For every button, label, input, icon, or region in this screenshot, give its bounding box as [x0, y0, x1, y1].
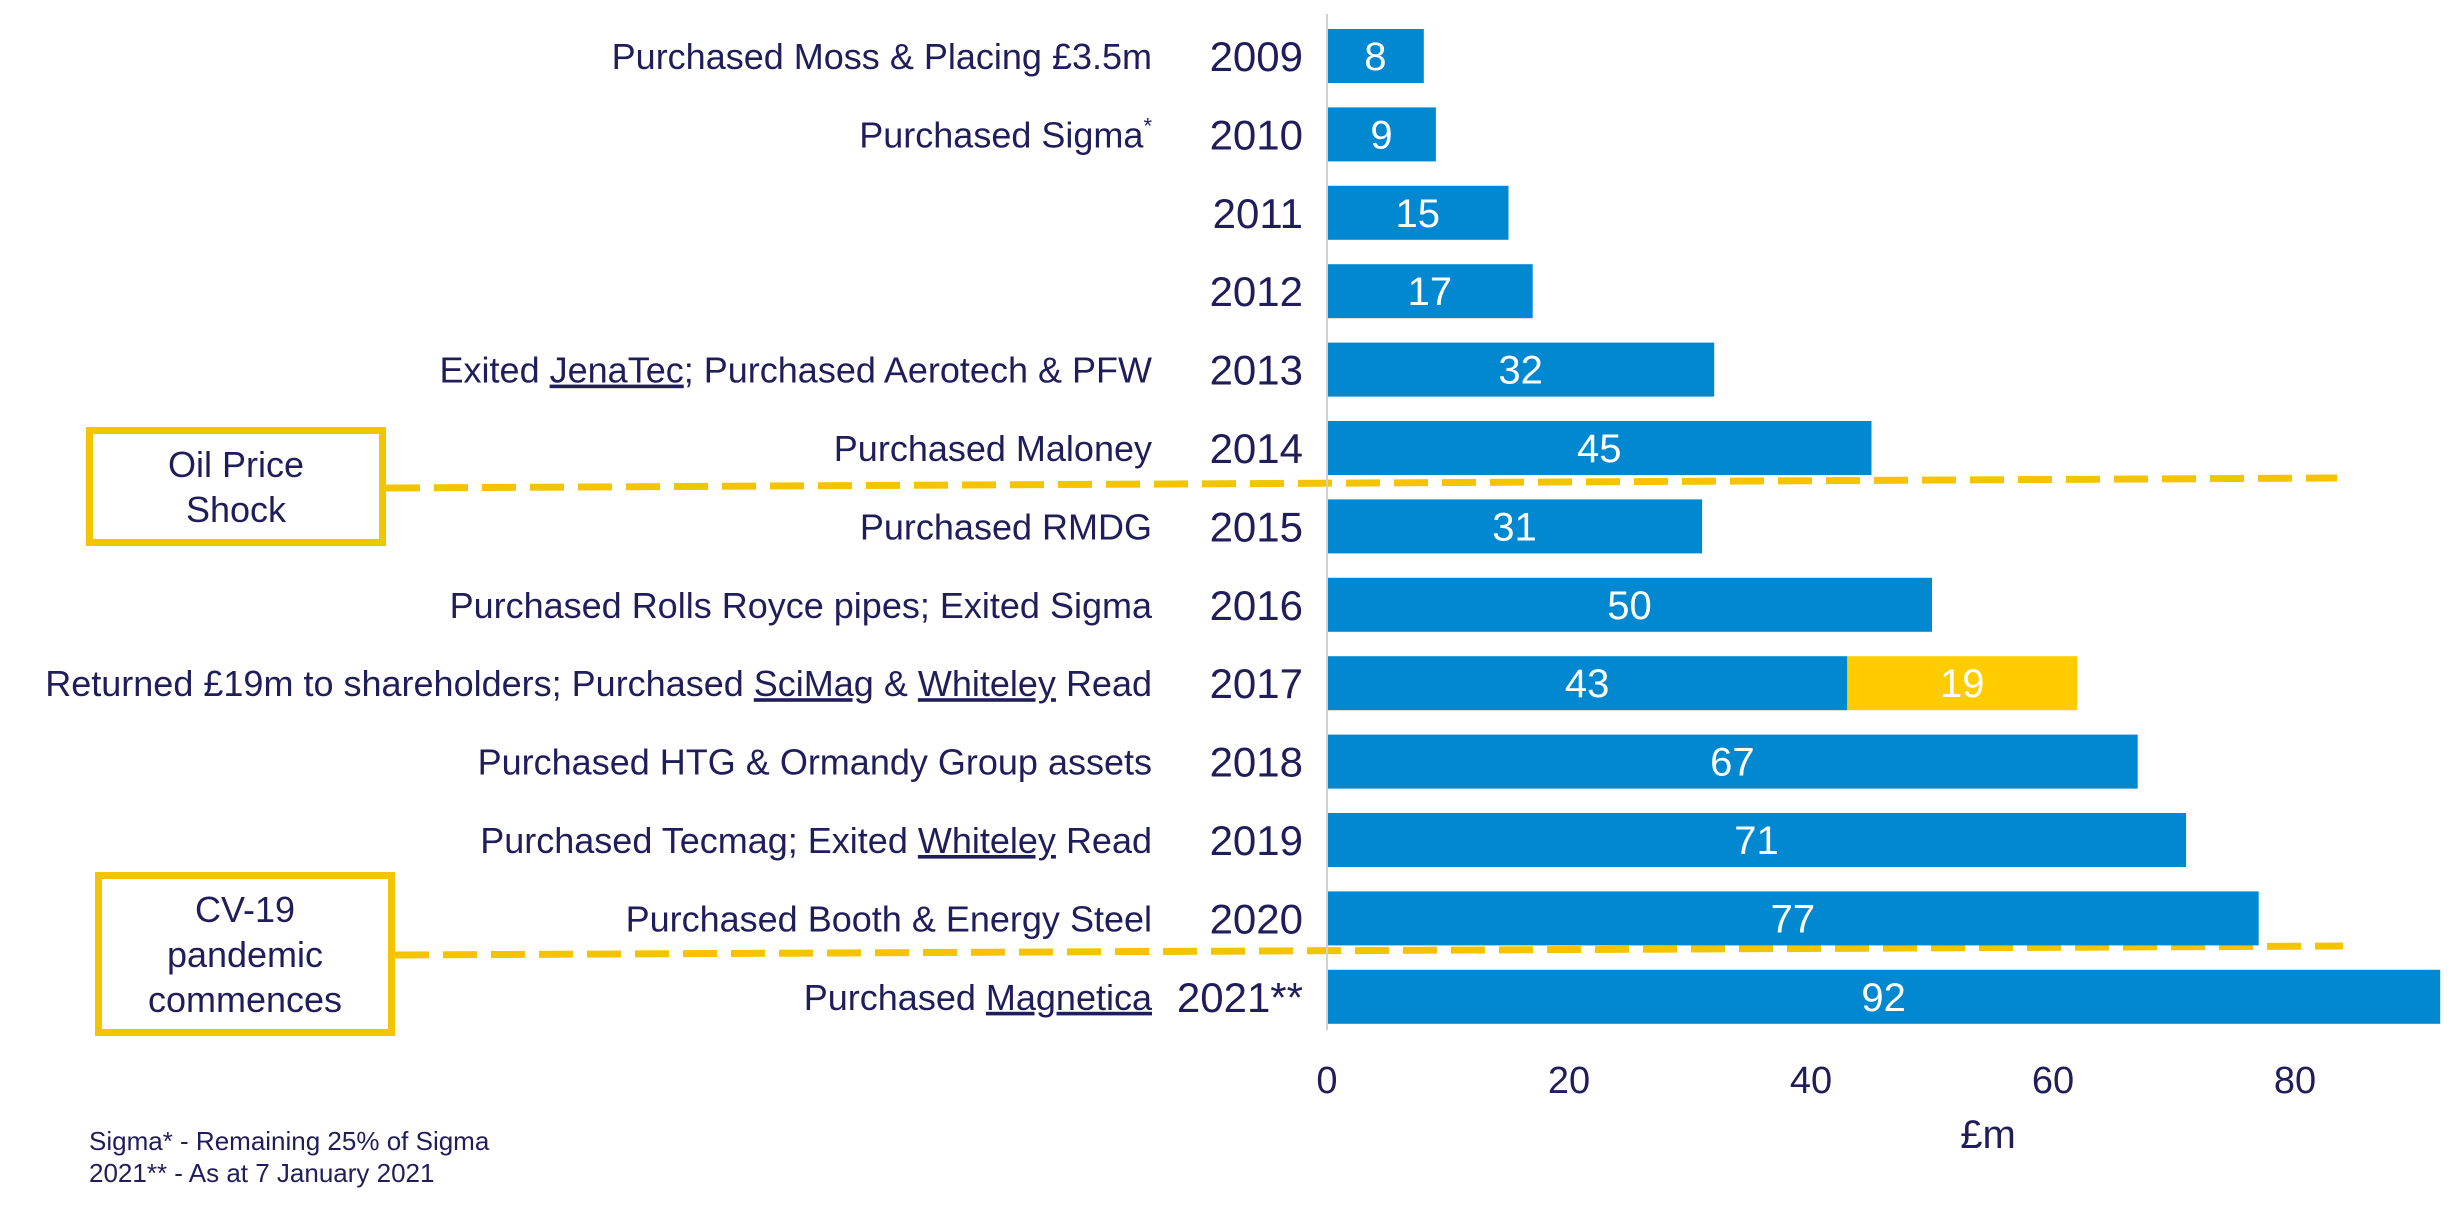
year-label: 2016: [1210, 582, 1303, 629]
bar-2017-s1: [1847, 656, 2078, 711]
bar-value-label: 67: [1710, 741, 1755, 785]
bar-value-labels: 8 915 17 32 45 31 50 43 19 67 71 77 92: [1364, 35, 1984, 1020]
bar-value-label: 8: [1364, 35, 1386, 79]
year-labels: 2009 2010 2011 2012 2013 2014 2015 2016 2017 2018…: [1177, 33, 1303, 1021]
bar-value-label: 92: [1861, 976, 1906, 1020]
event-label: Exited JenaTec; Purchased Aerotech & PFW: [440, 350, 1152, 391]
bar-value-label: 19: [1940, 662, 1985, 706]
annotation-dashed-line: [385, 474, 2338, 492]
bar-value-label: 45: [1577, 427, 1622, 471]
cv19-pandemic-callout: CV-19 pandemic commences: [95, 872, 395, 1036]
bar-value-label: 31: [1492, 505, 1537, 549]
x-tick-label: 0: [1316, 1060, 1337, 1102]
oil-price-shock-callout: Oil Price Shock: [86, 427, 386, 546]
event-label: Purchased Maloney: [834, 428, 1152, 469]
year-label: 2019: [1210, 817, 1303, 864]
year-label: 2015: [1210, 503, 1303, 550]
bar-2010-s0: [1327, 107, 1436, 162]
bar-2020-s0: [1327, 891, 2259, 946]
bar-2018-s0: [1327, 734, 2138, 789]
year-label: 2020: [1210, 895, 1303, 942]
bar-value-label: 77: [1771, 897, 1816, 941]
bar-2015-s0: [1327, 499, 1703, 554]
event-label: Purchased Booth & Energy Steel: [626, 898, 1152, 939]
footnote-2021: 2021** - As at 7 January 2021: [89, 1158, 435, 1188]
oil-price-shock-text: Oil Price Shock: [167, 443, 305, 530]
bar-2017-s0: [1327, 656, 1848, 711]
x-axis-ticks: 0 20 40 60 80: [1316, 1060, 2316, 1102]
year-label: 2017: [1210, 660, 1303, 707]
bar-value-label: 43: [1565, 662, 1610, 706]
bar-value-label: 71: [1734, 819, 1779, 863]
bar-2013-s0: [1327, 342, 1715, 397]
bar-2016-s0: [1327, 577, 1932, 632]
event-label: Purchased RMDG: [860, 506, 1152, 547]
annotation-dashed-line: [394, 942, 2344, 959]
x-tick-label: 60: [2032, 1060, 2074, 1102]
bar-value-label: 17: [1408, 270, 1453, 314]
year-label: 2018: [1210, 739, 1303, 786]
event-label: Purchased Magnetica: [804, 977, 1153, 1018]
x-tick-label: 20: [1548, 1060, 1590, 1102]
bar-value-label: 15: [1396, 192, 1441, 236]
x-axis-label: £m: [1960, 1113, 2016, 1157]
year-label: 2010: [1210, 111, 1303, 158]
year-label: 2014: [1210, 425, 1303, 472]
year-label: 2021**: [1177, 974, 1303, 1021]
x-tick-label: 40: [1790, 1060, 1832, 1102]
event-label: Purchased Rolls Royce pipes; Exited Sigm…: [450, 585, 1153, 626]
x-tick-label: 80: [2274, 1060, 2316, 1102]
event-label: Purchased Moss & Placing £3.5m: [612, 36, 1152, 77]
bar-2011-s0: [1327, 185, 1509, 240]
year-label: 2011: [1213, 190, 1303, 237]
year-label: 2009: [1210, 33, 1303, 80]
footnote-sigma: Sigma* - Remaining 25% of Sigma: [89, 1126, 490, 1156]
bar-2019-s0: [1327, 813, 2187, 867]
annotation-dashed-lines: [385, 474, 2344, 959]
event-label: Returned £19m to shareholders; Purchased…: [45, 663, 1152, 704]
bar-value-label: 32: [1498, 349, 1543, 393]
bar-value-label: 9: [1370, 113, 1392, 157]
event-label: Purchased Sigma*: [859, 113, 1152, 155]
event-labels: Purchased Moss & Placing £3.5m Purchased …: [45, 36, 1153, 1018]
bars-group: [1327, 29, 2441, 1024]
bar-2012-s0: [1327, 264, 1533, 319]
bar-2014-s0: [1327, 421, 1872, 475]
bar-2021-s0: [1327, 969, 2441, 1024]
event-label: Purchased Tecmag; Exited Whiteley Read: [480, 820, 1152, 861]
cv19-pandemic-text: CV-19 pandemic commences: [147, 888, 343, 1020]
bar-value-label: 50: [1607, 584, 1652, 628]
year-label: 2013: [1210, 347, 1303, 394]
event-label: Purchased HTG & Ormandy Group assets: [478, 742, 1152, 783]
bar-2009-s0: [1327, 29, 1424, 83]
year-label: 2012: [1210, 268, 1303, 315]
